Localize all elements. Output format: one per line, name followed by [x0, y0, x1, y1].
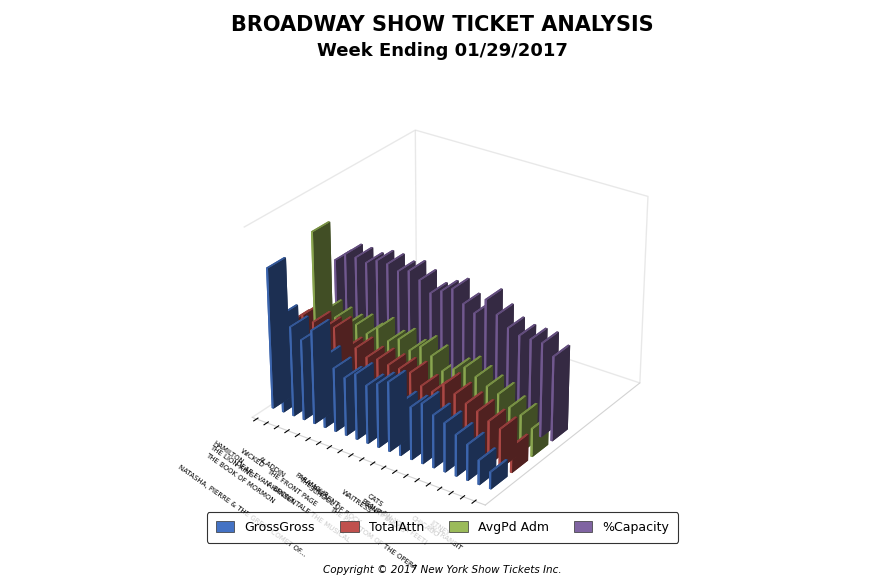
Text: Week Ending 01/29/2017: Week Ending 01/29/2017 [317, 42, 568, 60]
Legend: GrossGross, TotalAttn, AvgPd Adm, %Capacity: GrossGross, TotalAttn, AvgPd Adm, %Capac… [207, 512, 678, 543]
Text: BROADWAY SHOW TICKET ANALYSIS: BROADWAY SHOW TICKET ANALYSIS [231, 15, 654, 34]
Text: Copyright © 2017 New York Show Tickets Inc.: Copyright © 2017 New York Show Tickets I… [323, 565, 562, 575]
